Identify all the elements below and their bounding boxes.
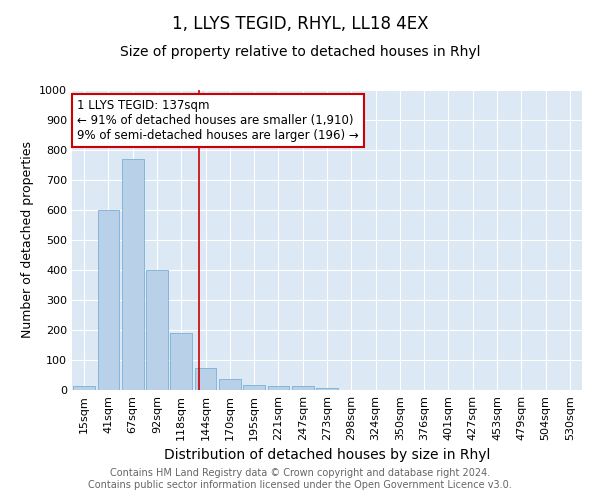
- Bar: [316, 388, 338, 390]
- Text: 1, LLYS TEGID, RHYL, LL18 4EX: 1, LLYS TEGID, RHYL, LL18 4EX: [172, 15, 428, 33]
- Bar: [194, 368, 217, 390]
- Y-axis label: Number of detached properties: Number of detached properties: [20, 142, 34, 338]
- Bar: [268, 386, 289, 390]
- Bar: [146, 270, 168, 390]
- Text: Size of property relative to detached houses in Rhyl: Size of property relative to detached ho…: [120, 45, 480, 59]
- Text: 1 LLYS TEGID: 137sqm
← 91% of detached houses are smaller (1,910)
9% of semi-det: 1 LLYS TEGID: 137sqm ← 91% of detached h…: [77, 99, 359, 142]
- Bar: [219, 378, 241, 390]
- X-axis label: Distribution of detached houses by size in Rhyl: Distribution of detached houses by size …: [164, 448, 490, 462]
- Bar: [97, 210, 119, 390]
- Bar: [170, 333, 192, 390]
- Bar: [73, 386, 95, 390]
- Bar: [122, 159, 143, 390]
- Text: Contains HM Land Registry data © Crown copyright and database right 2024.
Contai: Contains HM Land Registry data © Crown c…: [88, 468, 512, 490]
- Bar: [243, 384, 265, 390]
- Bar: [292, 386, 314, 390]
